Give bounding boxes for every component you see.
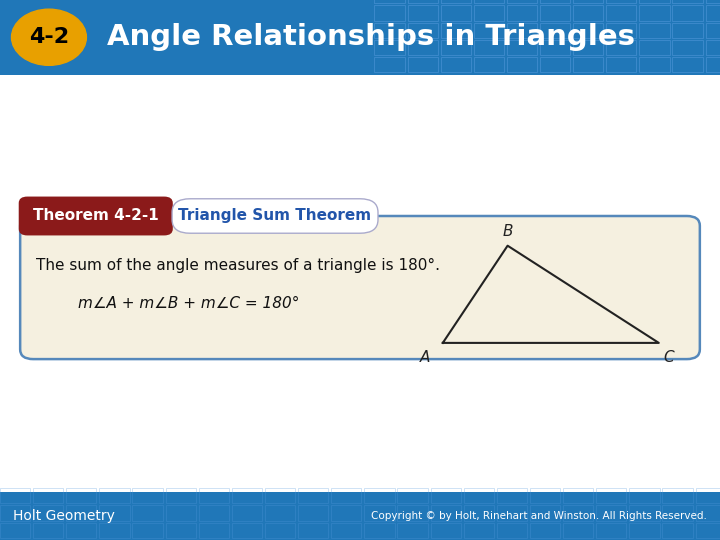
Text: 4-2: 4-2 — [29, 27, 69, 48]
Text: Theorem 4-2-1: Theorem 4-2-1 — [33, 208, 158, 224]
Text: m∠A + m∠B + m∠C = 180°: m∠A + m∠B + m∠C = 180° — [78, 296, 299, 311]
Text: C: C — [664, 350, 675, 365]
Text: Triangle Sum Theorem: Triangle Sum Theorem — [179, 208, 372, 224]
Circle shape — [12, 9, 86, 65]
Text: Holt Geometry: Holt Geometry — [13, 509, 114, 523]
Text: A: A — [420, 350, 431, 365]
Text: Angle Relationships in Triangles: Angle Relationships in Triangles — [107, 23, 634, 51]
FancyBboxPatch shape — [20, 216, 700, 359]
Text: The sum of the angle measures of a triangle is 180°.: The sum of the angle measures of a trian… — [36, 258, 440, 273]
Text: B: B — [503, 224, 513, 239]
FancyBboxPatch shape — [0, 492, 720, 540]
Text: Copyright © by Holt, Rinehart and Winston. All Rights Reserved.: Copyright © by Holt, Rinehart and Winsto… — [372, 511, 707, 521]
FancyBboxPatch shape — [19, 197, 173, 235]
FancyBboxPatch shape — [0, 0, 720, 75]
FancyBboxPatch shape — [172, 199, 378, 233]
